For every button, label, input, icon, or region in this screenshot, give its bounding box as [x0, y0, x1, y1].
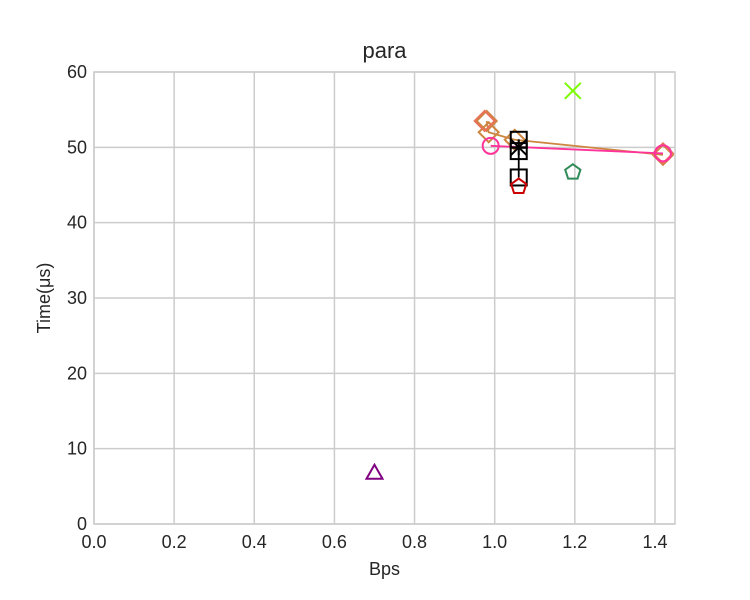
data-point-diamond [475, 109, 499, 133]
y-tick-label: 10 [67, 439, 87, 459]
chart-title: para [362, 38, 407, 63]
y-tick-labels: 0 10 20 30 40 50 60 [67, 62, 87, 534]
series-x [564, 82, 582, 100]
data-point-x [564, 82, 582, 100]
plot-frame [93, 71, 676, 525]
y-tick-label: 20 [67, 363, 87, 383]
data-point-pentagon [509, 177, 528, 194]
series-pentagon [564, 162, 582, 180]
x-tick-label: 1.2 [562, 532, 587, 552]
x-tick-label: 0.6 [322, 532, 347, 552]
y-axis-label: Time(μs) [34, 263, 54, 334]
y-tick-label: 0 [77, 514, 87, 534]
x-tick-label: 0.8 [402, 532, 427, 552]
y-tick-label: 40 [67, 213, 87, 233]
series-triangle [364, 462, 385, 480]
data-point-circle [653, 144, 672, 163]
data-point-diamond [473, 109, 497, 133]
data-point-star [510, 138, 528, 157]
series-layer [364, 82, 675, 480]
y-tick-label: 30 [67, 288, 87, 308]
x-tick-labels: 0.0 0.2 0.4 0.6 0.8 1.0 1.2 1.4 [81, 532, 667, 552]
data-point-square [509, 168, 528, 187]
x-tick-label: 1.4 [642, 532, 667, 552]
series-pentagon [509, 177, 528, 194]
x-tick-label: 1.0 [482, 532, 507, 552]
x-tick-label: 0.4 [242, 532, 267, 552]
y-tick-label: 60 [67, 62, 87, 82]
x-tick-label: 0.2 [162, 532, 187, 552]
y-tick-label: 50 [67, 137, 87, 157]
data-point-pentagon [564, 162, 582, 180]
x-tick-label: 0.0 [81, 532, 106, 552]
data-point-diamond [651, 143, 675, 167]
data-point-triangle [364, 462, 385, 480]
series-star [510, 138, 528, 157]
data-point-diamond [503, 128, 527, 152]
data-point-circle [481, 136, 500, 155]
x-axis-label: Bps [369, 559, 400, 579]
